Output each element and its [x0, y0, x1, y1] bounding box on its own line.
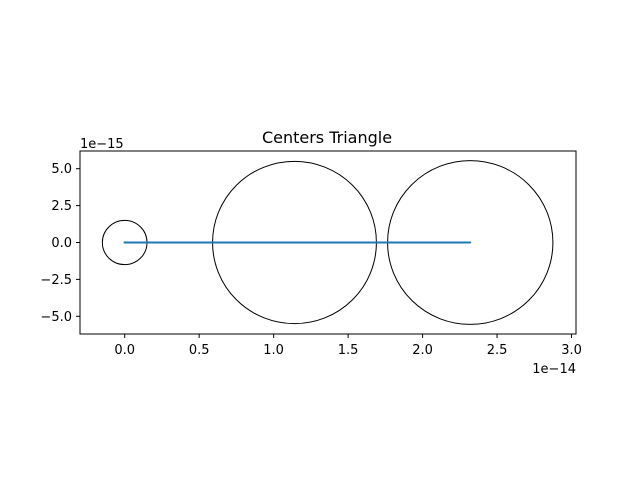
x-tick-label: 1.5	[338, 343, 359, 358]
x-tick-label: 1.0	[263, 343, 284, 358]
y-tick-label: 5.0	[51, 162, 72, 177]
y-axis-offset-text: 1e−15	[80, 137, 124, 152]
y-tick-label: 0.0	[51, 236, 72, 251]
chart-title: Centers Triangle	[262, 128, 392, 147]
x-axis: 0.0 0.5 1.0 1.5 2.0 2.5 3.0	[114, 334, 582, 358]
x-tick-label: 2.5	[487, 343, 508, 358]
x-tick-label: 0.0	[114, 343, 135, 358]
x-tick-label: 2.0	[412, 343, 433, 358]
y-tick-label: 2.5	[51, 199, 72, 214]
x-axis-offset-text: 1e−14	[532, 362, 576, 377]
y-axis: 5.0 2.5 0.0 −2.5 −5.0	[40, 162, 80, 325]
x-tick-label: 0.5	[189, 343, 210, 358]
y-tick-label: −2.5	[40, 273, 72, 288]
y-tick-label: −5.0	[40, 310, 72, 325]
x-tick-label: 3.0	[561, 343, 582, 358]
